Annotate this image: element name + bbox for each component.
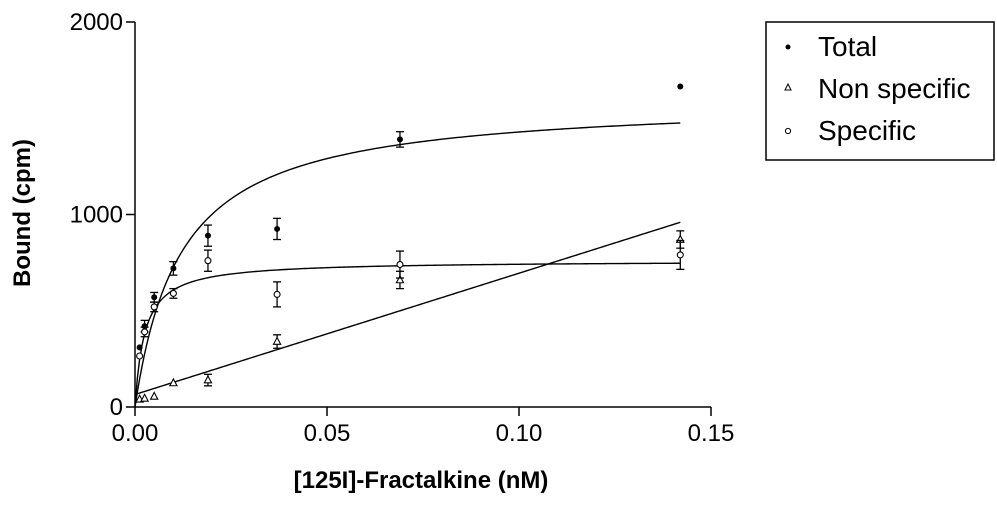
point-non-specific <box>395 274 405 284</box>
point-total <box>136 344 143 351</box>
point-total <box>396 136 403 143</box>
point-specific <box>204 257 212 265</box>
x-tick-label: 0.00 <box>112 420 159 447</box>
point-total <box>204 232 211 239</box>
y-tick-label: 2000 <box>70 9 123 36</box>
point-total <box>170 265 177 272</box>
legend-marker-nonspecific <box>784 82 792 91</box>
fit-curves <box>134 122 681 408</box>
point-specific <box>396 260 404 269</box>
y-axis-title: Bound (cpm) <box>9 139 36 287</box>
point-total <box>677 83 684 90</box>
legend-marker-specific <box>784 127 792 135</box>
point-non-specific <box>168 377 178 387</box>
point-total <box>274 225 281 232</box>
point-specific <box>150 303 158 311</box>
point-total <box>151 294 158 301</box>
legend-marker-total <box>785 44 791 50</box>
point-specific <box>169 289 177 297</box>
fit-curve-total <box>134 122 681 408</box>
x-tick-label: 0.15 <box>688 420 735 447</box>
legend-label-total: Total <box>818 31 877 62</box>
legend: Total Non specific Specific <box>765 21 995 161</box>
point-specific <box>273 290 281 298</box>
point-specific <box>676 251 684 259</box>
point-non-specific <box>272 336 282 345</box>
point-specific <box>136 352 144 360</box>
axes: 0.00 0.05 0.10 0.15 0 1000 2000 <box>70 9 735 447</box>
point-specific <box>141 328 149 336</box>
x-axis-title: [125I]-Fractalkine (nM) <box>294 467 549 494</box>
legend-label-specific: Specific <box>818 115 916 146</box>
legend-box <box>765 21 995 161</box>
x-tick-label: 0.10 <box>496 420 543 447</box>
point-non-specific <box>140 393 150 402</box>
point-non-specific <box>149 391 159 400</box>
x-tick-label: 0.05 <box>304 420 351 447</box>
point-non-specific <box>203 374 213 384</box>
y-tick-label: 0 <box>110 394 123 421</box>
legend-label-nonspecific: Non specific <box>818 73 971 104</box>
data-points <box>135 83 685 403</box>
y-tick-label: 1000 <box>70 202 123 229</box>
fit-curve-non-specific <box>134 221 681 396</box>
fit-curve-specific <box>134 262 681 408</box>
